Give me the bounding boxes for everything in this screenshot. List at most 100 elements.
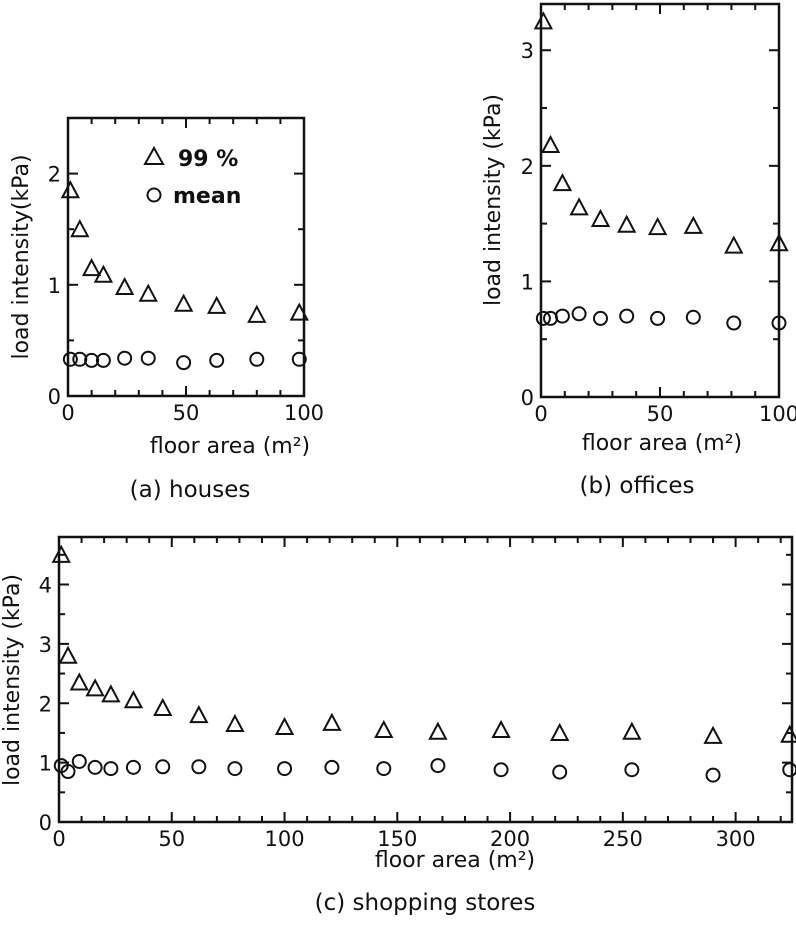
data-point-mean-b bbox=[593, 310, 608, 326]
legend-triangle-marker bbox=[143, 145, 165, 165]
data-point-99pct-b bbox=[540, 134, 561, 154]
plot-frame-b bbox=[539, 2, 781, 399]
data-point-99pct-c bbox=[189, 705, 209, 724]
caption-a: (a) houses bbox=[130, 477, 251, 503]
panel-b-offices: 0 50 100 0 1 2 3 floor area (m²) load intensit… bbox=[481, 2, 796, 499]
data-point-99pct-b bbox=[533, 11, 554, 30]
data-point-mean-c bbox=[552, 764, 568, 780]
legend-circle-marker bbox=[146, 187, 162, 203]
data-point-mean-a bbox=[249, 351, 265, 367]
data-point-mean-c bbox=[227, 761, 243, 777]
x-tick-label-a: 100 bbox=[284, 401, 324, 425]
x-tick-label-c: 50 bbox=[158, 827, 185, 851]
data-point-mean-c bbox=[87, 759, 103, 775]
data-point-mean-c bbox=[155, 759, 171, 775]
x-axis-title-a: floor area (m²) bbox=[150, 434, 310, 459]
data-point-mean-a bbox=[176, 355, 192, 371]
data-point-99pct-a bbox=[138, 283, 158, 302]
mark-group-b bbox=[533, 11, 789, 331]
data-point-99pct-c bbox=[51, 544, 71, 563]
x-axis-title-c: floor area (m²) bbox=[375, 848, 535, 873]
data-point-mean-b bbox=[650, 310, 666, 326]
data-point-mean-c bbox=[493, 762, 509, 778]
data-point-99pct-a bbox=[60, 180, 81, 199]
data-point-99pct-c bbox=[85, 678, 105, 697]
y-axis-title-c: load intensity (kPa) bbox=[0, 574, 25, 786]
data-point-99pct-c bbox=[780, 724, 796, 743]
data-point-mean-a bbox=[84, 352, 100, 368]
data-point-mean-c bbox=[60, 764, 76, 780]
data-point-99pct-c bbox=[428, 721, 448, 740]
data-point-mean-a bbox=[117, 350, 133, 366]
data-point-mean-a bbox=[140, 350, 156, 366]
data-point-mean-c bbox=[782, 762, 796, 778]
x-tick-label-b: 50 bbox=[647, 402, 674, 426]
data-point-mean-c bbox=[103, 761, 119, 777]
x-tick-label-c: 0 bbox=[52, 827, 65, 851]
tick-group-c: 0 50 100 150 200 250 300 0 1 2 3 4 bbox=[39, 537, 792, 851]
data-point-99pct-a bbox=[247, 304, 267, 323]
y-tick-label-c: 2 bbox=[39, 692, 52, 716]
y-tick-label-c: 3 bbox=[39, 633, 52, 657]
data-point-mean-a bbox=[72, 351, 88, 367]
x-tick-label-a: 50 bbox=[173, 401, 200, 425]
data-point-99pct-c bbox=[123, 690, 144, 709]
y-tick-label-c: 1 bbox=[39, 752, 52, 776]
data-point-99pct-c bbox=[374, 719, 394, 738]
x-axis-title-b: floor area (m²) bbox=[582, 431, 742, 456]
data-point-99pct-b bbox=[724, 235, 744, 254]
y-tick-label-a: 2 bbox=[48, 163, 61, 187]
data-point-99pct-b bbox=[683, 215, 703, 234]
data-point-99pct-a bbox=[114, 276, 135, 296]
y-tick-label-a: 0 bbox=[48, 385, 61, 409]
caption-c: (c) shopping stores bbox=[315, 890, 536, 916]
y-axis-title-a: load intensity(kPa) bbox=[9, 154, 34, 359]
data-point-99pct-c bbox=[101, 684, 121, 703]
data-point-mean-b bbox=[554, 308, 570, 324]
data-point-99pct-c bbox=[491, 719, 511, 738]
data-point-99pct-a bbox=[289, 302, 309, 321]
x-tick-label-b: 0 bbox=[534, 402, 547, 426]
data-point-99pct-b bbox=[552, 173, 573, 192]
data-point-mean-c bbox=[705, 767, 721, 783]
data-point-99pct-a bbox=[81, 257, 102, 277]
data-point-99pct-c bbox=[58, 645, 78, 664]
x-tick-label-c: 150 bbox=[377, 827, 417, 851]
tick-group-b: 0 50 100 0 1 2 3 bbox=[521, 4, 796, 426]
y-axis-title-b: load intensity (kPa) bbox=[481, 94, 506, 306]
legend-a: 99 % mean bbox=[143, 145, 241, 209]
data-point-mean-c bbox=[191, 759, 207, 775]
data-point-99pct-c bbox=[622, 721, 642, 740]
caption-b: (b) offices bbox=[580, 473, 695, 499]
x-tick-label-c: 250 bbox=[603, 827, 643, 851]
data-point-99pct-a bbox=[93, 264, 114, 283]
data-point-mean-a bbox=[209, 352, 225, 368]
data-point-mean-c bbox=[71, 753, 87, 769]
tick-group-a: 0 50 100 0 1 2 bbox=[48, 117, 324, 425]
x-tick-label-a: 0 bbox=[61, 401, 74, 425]
data-point-99pct-c bbox=[550, 722, 570, 741]
data-point-mean-b bbox=[619, 308, 635, 324]
data-point-99pct-b bbox=[569, 197, 589, 216]
y-tick-label-b: 3 bbox=[521, 39, 534, 63]
data-point-99pct-a bbox=[173, 293, 194, 312]
data-point-mean-c bbox=[624, 762, 640, 778]
data-point-mean-a bbox=[95, 352, 111, 368]
x-tick-label-c: 300 bbox=[716, 827, 756, 851]
data-point-99pct-c bbox=[225, 713, 245, 733]
data-point-mean-c bbox=[324, 759, 340, 775]
legend-label-mean: mean bbox=[173, 184, 241, 209]
plot-frame-c bbox=[57, 535, 794, 824]
data-point-mean-a bbox=[291, 351, 307, 367]
y-tick-label-b: 2 bbox=[521, 155, 534, 179]
y-tick-label-b: 0 bbox=[521, 386, 534, 410]
data-point-99pct-b bbox=[590, 208, 611, 227]
data-point-mean-b bbox=[571, 306, 587, 322]
data-point-99pct-b bbox=[617, 214, 637, 233]
data-point-99pct-c bbox=[69, 672, 89, 691]
y-tick-label-c: 4 bbox=[39, 574, 52, 598]
y-tick-label-c: 0 bbox=[39, 811, 52, 835]
data-point-99pct-c bbox=[703, 725, 723, 744]
data-point-mean-b bbox=[726, 315, 742, 331]
